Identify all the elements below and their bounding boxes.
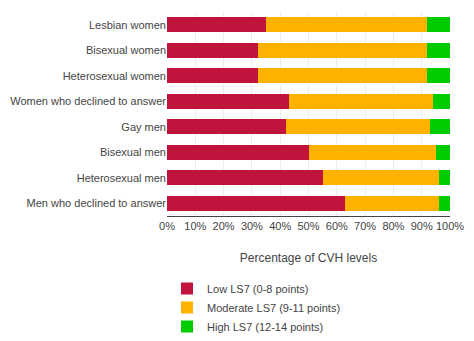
svg-text:Heterosexual men: Heterosexual men (77, 172, 166, 184)
svg-text:Percentage of CVH levels: Percentage of CVH levels (240, 251, 377, 265)
svg-text:High LS7 (12-14 points): High LS7 (12-14 points) (207, 321, 323, 333)
svg-text:Heterosexual women: Heterosexual women (63, 70, 166, 82)
svg-text:Bisexual women: Bisexual women (86, 44, 166, 56)
svg-text:30%: 30% (241, 220, 263, 232)
svg-text:Low LS7 (0-8 points): Low LS7 (0-8 points) (207, 283, 309, 295)
svg-text:Moderate LS7 (9-11 points): Moderate LS7 (9-11 points) (207, 302, 340, 314)
svg-text:Women who declined to answer: Women who declined to answer (10, 95, 166, 107)
svg-text:Gay men: Gay men (121, 121, 166, 133)
svg-text:0%: 0% (159, 220, 175, 232)
svg-text:40%: 40% (269, 220, 291, 232)
svg-text:10%: 10% (184, 220, 206, 232)
svg-text:Men who declined to answer: Men who declined to answer (27, 197, 167, 209)
svg-text:50%: 50% (297, 220, 319, 232)
svg-text:Bisexual men: Bisexual men (100, 146, 166, 158)
svg-text:60%: 60% (326, 220, 348, 232)
svg-text:100%: 100% (436, 220, 464, 232)
svg-text:Lesbian women: Lesbian women (89, 19, 166, 31)
svg-text:90%: 90% (411, 220, 433, 232)
svg-text:20%: 20% (213, 220, 235, 232)
svg-text:80%: 80% (382, 220, 404, 232)
svg-text:70%: 70% (354, 220, 376, 232)
